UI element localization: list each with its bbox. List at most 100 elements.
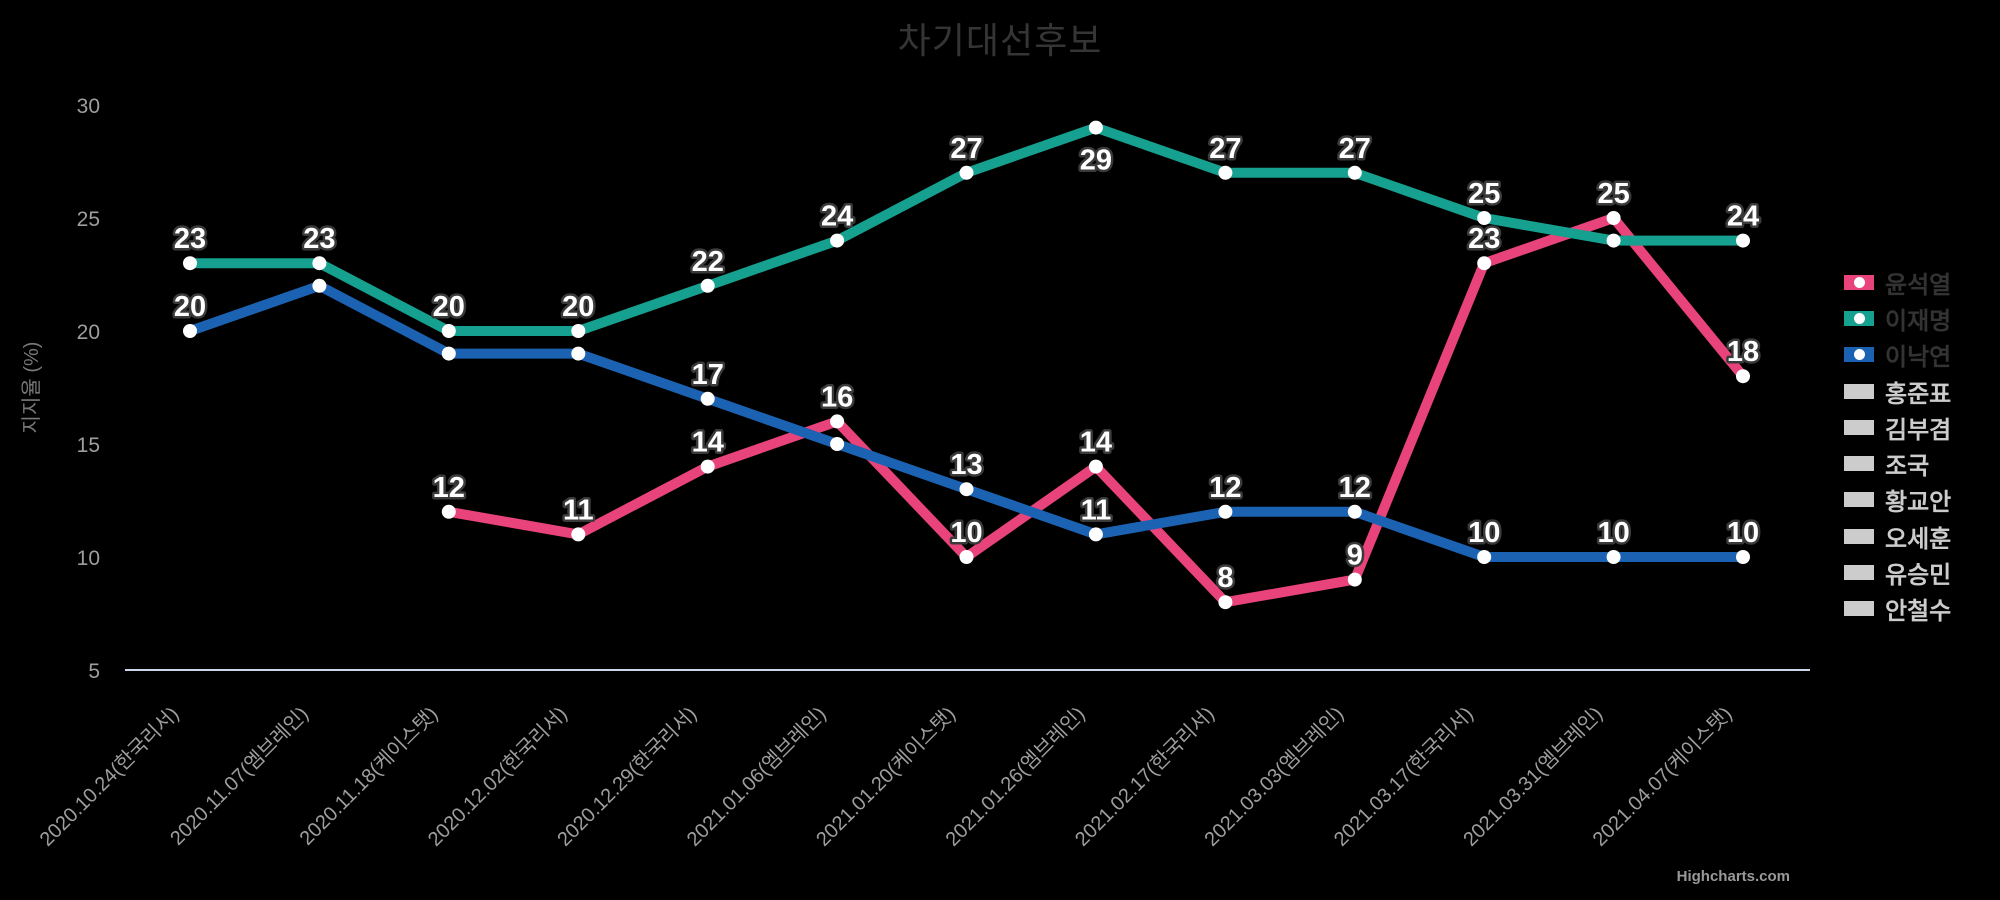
data-point-label: 25	[1597, 178, 1629, 210]
data-point-marker[interactable]	[700, 391, 715, 406]
legend-item-label: 홍준표	[1885, 380, 1952, 408]
data-point-marker[interactable]	[1218, 504, 1233, 519]
data-point-label: 12	[1339, 472, 1371, 504]
data-point-label: 25	[1468, 178, 1500, 210]
data-point-label: 18	[1727, 336, 1759, 368]
y-axis-title: 지지율 (%)	[20, 342, 43, 434]
data-point-marker[interactable]	[312, 278, 327, 293]
legend-item[interactable]: 이재명	[1844, 300, 1951, 336]
legend-swatch-icon	[1844, 419, 1874, 435]
data-point-marker[interactable]	[183, 324, 197, 338]
data-point-marker[interactable]	[571, 324, 586, 338]
data-point-marker[interactable]	[1088, 120, 1103, 135]
data-point-label: 10	[950, 517, 982, 549]
data-point-label: 13	[950, 449, 982, 481]
data-point-label: 17	[692, 359, 724, 391]
legend-item[interactable]: 황교안	[1844, 482, 1951, 518]
legend-item-label: 이낙연	[1885, 344, 1952, 372]
data-point-label: 20	[562, 291, 594, 323]
data-point-marker[interactable]	[1606, 550, 1621, 564]
legend-item[interactable]: 윤석열	[1844, 264, 1951, 300]
data-point-label: 27	[950, 133, 982, 165]
data-point-marker[interactable]	[1088, 459, 1103, 474]
x-axis-label: 2021.01.20(케이스탯)	[812, 702, 961, 851]
data-point-label: 10	[1597, 517, 1629, 549]
data-point-marker[interactable]	[1736, 369, 1750, 384]
x-axis-label: 2020.12.02(한국리서)	[423, 702, 572, 851]
legend-swatch-icon	[1844, 528, 1874, 544]
data-point-marker[interactable]	[1477, 211, 1492, 225]
legend-swatch-icon	[1844, 347, 1874, 363]
data-point-marker[interactable]	[441, 324, 456, 338]
legend-item-label: 이재명	[1885, 307, 1952, 335]
x-axis-label: 2021.03.17(한국리서)	[1329, 702, 1478, 851]
data-point-marker[interactable]	[1736, 550, 1750, 564]
legend-item[interactable]: 조국	[1844, 445, 1951, 481]
data-point-label: 23	[1468, 223, 1500, 255]
data-point-marker[interactable]	[1736, 233, 1750, 248]
data-point-marker[interactable]	[571, 527, 586, 542]
data-point-marker[interactable]	[1606, 233, 1621, 248]
data-point-label: 12	[433, 472, 465, 504]
legend-item[interactable]: 김부겸	[1844, 409, 1951, 445]
data-point-marker[interactable]	[830, 437, 845, 451]
data-point-marker[interactable]	[1218, 595, 1233, 610]
x-axis-label: 2021.03.31(엠브레인)	[1459, 702, 1608, 851]
legend-item[interactable]: 유승민	[1844, 554, 1951, 590]
legend-swatch-icon	[1844, 310, 1874, 326]
legend-swatch-icon	[1844, 274, 1874, 290]
chart-title: 차기대선후보	[897, 20, 1103, 61]
legend-item[interactable]: 오세훈	[1844, 518, 1951, 554]
data-point-marker[interactable]	[1088, 527, 1103, 542]
series-line-0	[443, 213, 1748, 608]
data-point-label: 11	[563, 494, 594, 526]
legend-item[interactable]: 홍준표	[1844, 373, 1951, 409]
x-axis-label: 2021.02.17(한국리서)	[1070, 702, 1219, 851]
data-point-label: 20	[433, 291, 465, 323]
legend-item[interactable]: 안철수	[1844, 591, 1951, 627]
x-axis-label: 2021.04.07(케이스탯)	[1588, 702, 1737, 851]
data-point-label: 22	[692, 246, 724, 278]
x-axis-label: 2021.03.03(엠브레인)	[1200, 702, 1349, 851]
legend-marker-dot-icon	[1853, 312, 1865, 324]
y-axis-tick-label: 5	[88, 660, 100, 683]
data-point-label: 23	[303, 223, 335, 255]
legend-swatch-icon	[1844, 456, 1874, 472]
data-point-marker[interactable]	[441, 346, 456, 361]
data-point-marker[interactable]	[700, 278, 715, 293]
data-point-marker[interactable]	[830, 414, 845, 429]
data-point-marker[interactable]	[959, 165, 974, 180]
y-axis-tick-label: 15	[77, 434, 100, 457]
data-point-marker[interactable]	[441, 504, 456, 519]
legend-item-label: 안철수	[1885, 598, 1952, 626]
data-point-marker[interactable]	[700, 459, 715, 474]
legend-item-label: 김부겸	[1885, 416, 1952, 444]
data-point-label: 14	[692, 427, 724, 459]
data-point-marker[interactable]	[1347, 572, 1362, 587]
y-axis-tick-label: 10	[77, 547, 100, 570]
data-point-marker[interactable]	[959, 482, 974, 497]
data-point-marker[interactable]	[1477, 550, 1492, 564]
data-point-marker[interactable]	[959, 550, 974, 564]
data-point-label: 8	[1217, 562, 1233, 594]
data-point-label: 20	[174, 291, 206, 323]
legend-item-label: 황교안	[1885, 489, 1952, 517]
y-axis-tick-label: 20	[77, 321, 100, 344]
data-point-marker[interactable]	[830, 233, 845, 248]
data-point-marker[interactable]	[1477, 256, 1492, 271]
data-point-marker[interactable]	[1218, 165, 1233, 180]
data-point-marker[interactable]	[1606, 211, 1621, 225]
x-axis-label: 2020.11.18(케이스탯)	[295, 702, 442, 849]
data-point-marker[interactable]	[1347, 165, 1362, 180]
data-point-marker[interactable]	[312, 256, 327, 271]
legend-item[interactable]: 이낙연	[1844, 337, 1951, 373]
highcharts-credits[interactable]: Highcharts.com	[1676, 868, 1790, 885]
y-axis-tick-label: 30	[77, 95, 100, 118]
x-axis-label: 2020.12.29(한국리서)	[553, 702, 702, 851]
data-point-label: 10	[1468, 517, 1500, 549]
data-point-marker[interactable]	[183, 256, 197, 271]
x-axis-label: 2020.11.07(엠브레인)	[165, 702, 312, 849]
data-point-marker[interactable]	[1347, 504, 1362, 519]
data-point-marker[interactable]	[571, 346, 586, 361]
